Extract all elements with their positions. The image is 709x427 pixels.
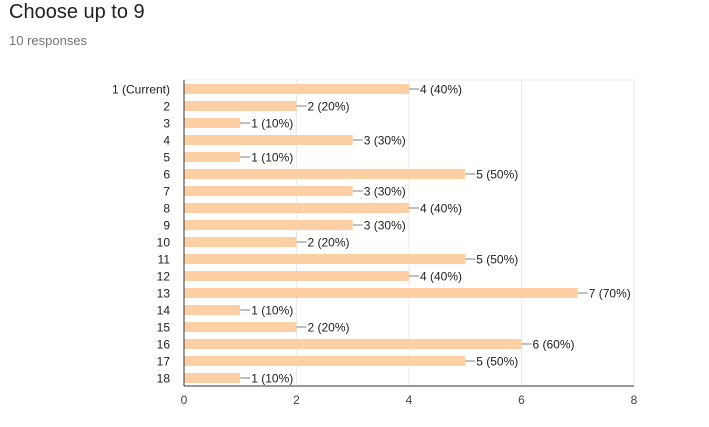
bar [184,203,409,213]
category-label: 4 [163,134,170,148]
category-label: 5 [163,151,170,165]
bar [184,373,241,383]
data-label: 5 (50%) [476,168,518,182]
data-label: 1 (10%) [251,151,293,165]
category-label: 11 [158,253,171,267]
data-label: 2 (20%) [308,100,350,114]
bar [184,305,241,315]
bar [184,237,297,247]
bar [184,101,297,111]
category-label: 13 [157,287,171,301]
category-label: 8 [163,202,170,216]
category-label: 9 [163,219,170,233]
category-label: 14 [157,304,171,318]
category-label: 6 [163,168,170,182]
bar [184,169,466,179]
bar [184,135,353,145]
bar [184,271,409,281]
x-tick-label: 2 [293,393,300,407]
bar [184,288,578,298]
category-label: 7 [163,185,170,199]
x-tick-label: 4 [406,393,413,407]
x-tick-label: 0 [181,393,188,407]
bar [184,322,297,332]
data-label: 4 (40%) [420,83,462,97]
data-label: 2 (20%) [308,236,350,250]
category-label: 12 [157,270,171,284]
grid-lines [184,79,635,386]
data-label: 5 (50%) [476,355,518,369]
data-label: 1 (10%) [251,304,293,318]
chart-title: Choose up to 9 [9,1,145,23]
data-label: 3 (30%) [364,134,406,148]
category-label: 15 [157,321,171,335]
x-tick-label: 6 [518,393,525,407]
category-label: 3 [163,117,170,131]
bar [184,220,353,230]
data-label: 1 (10%) [251,117,293,131]
bar [184,152,241,162]
axes [183,80,634,387]
response-count: 10 responses [9,33,88,48]
data-label: 4 (40%) [420,202,462,216]
data-label: 1 (10%) [251,372,293,386]
category-label: 10 [157,236,171,250]
data-label: 4 (40%) [420,270,462,284]
data-label: 3 (30%) [364,185,406,199]
data-label: 2 (20%) [308,321,350,335]
category-label: 2 [163,100,170,114]
bar [184,339,522,349]
bar [184,186,353,196]
bar [184,118,241,128]
category-label: 16 [157,338,171,352]
x-tick-label: 8 [631,393,638,407]
labels: 0 2 4 6 84 (40%)1 (Current)2 (20%)21 (10%)33… [112,83,638,408]
bar [184,84,409,94]
bar [184,254,466,264]
category-label: 17 [157,355,171,369]
data-label: 7 (70%) [589,287,631,301]
data-label: 6 (60%) [533,338,575,352]
bars [184,84,588,383]
data-label: 3 (30%) [364,219,406,233]
category-label: 1 (Current) [112,83,170,97]
category-label: 18 [157,372,171,386]
data-label: 5 (50%) [476,253,518,267]
bar [184,356,466,366]
